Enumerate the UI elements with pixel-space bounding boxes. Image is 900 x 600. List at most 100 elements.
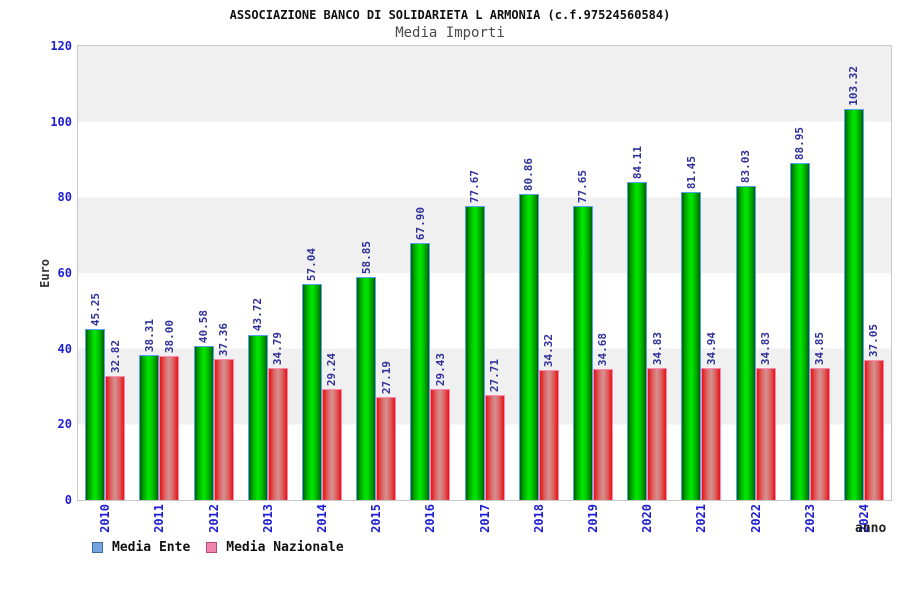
bar-value-label: 103.32 (847, 66, 861, 107)
y-axis-tick-label: 0 (64, 493, 72, 507)
y-axis-tick-label: 20 (57, 417, 72, 432)
bar-value-label: 84.11 (630, 145, 644, 179)
bar-value-label: 32.82 (108, 339, 122, 373)
bar-group-2013: 43.72 34.79 (241, 46, 295, 500)
bar-media-ente (518, 194, 539, 500)
chart-title: ASSOCIAZIONE BANCO DI SOLIDARIETA L ARMO… (229, 8, 671, 22)
bar-group-2020: 84.11 34.83 (620, 46, 674, 500)
legend-label: Media Ente (112, 540, 191, 555)
bar-media-ente (247, 334, 268, 500)
bar-media-ente (193, 346, 214, 500)
x-axis-tick-label: 2016 (423, 504, 438, 533)
bar-value-label: 40.58 (197, 310, 210, 344)
bar-group-2016: 67.90 29.43 (403, 46, 457, 500)
bar-group-2019: 77.65 34.68 (566, 46, 620, 500)
bar-value-label: 77.65 (576, 170, 590, 204)
x-axis-tick-label: 2019 (585, 504, 600, 533)
bar-media-nazionale (321, 389, 342, 500)
legend-item-media-nazionale: Media Nazionale (206, 540, 344, 555)
y-axis-tick-label: 40 (57, 341, 72, 356)
legend: Media Ente Media Nazionale (92, 540, 344, 555)
bar-media-ente (572, 206, 593, 500)
bar-group-2015: 58.85 27.19 (349, 46, 403, 500)
bar-group-2012: 40.58 37.36 (186, 46, 240, 500)
bar-value-label: 43.72 (251, 298, 265, 332)
bar-media-ente (139, 355, 160, 500)
bar-group-2018: 80.86 34.32 (512, 46, 566, 500)
x-axis-tick-label: 2023 (802, 504, 817, 533)
bar-value-label: 34.32 (542, 334, 556, 368)
legend-swatch-icon (206, 542, 218, 553)
y-axis-tick-label: 120 (50, 39, 72, 53)
bar-media-nazionale (484, 395, 505, 500)
bar-media-ente (301, 284, 322, 500)
bar-media-nazionale (376, 397, 397, 500)
x-axis-title: anno (855, 521, 887, 536)
bar-value-label: 37.05 (867, 323, 881, 357)
bar-value-label: 34.94 (704, 331, 718, 365)
bar-media-nazionale (592, 368, 613, 500)
bar-value-label: 83.03 (739, 149, 753, 183)
bar-group-2011: 38.31 38.00 (132, 46, 186, 500)
bar-value-label: 77.67 (468, 170, 482, 204)
y-axis-tick-label: 80 (57, 190, 72, 205)
bar-media-ente (681, 191, 702, 500)
bar-group-2010: 45.25 32.82 (78, 46, 132, 500)
bar-media-ente (356, 277, 377, 500)
bar-media-nazionale (701, 367, 722, 500)
bar-media-nazionale (213, 358, 234, 500)
bar-media-nazionale (430, 388, 451, 500)
bar-group-2023: 88.95 34.85 (783, 46, 837, 500)
legend-label: Media Nazionale (226, 540, 344, 555)
legend-item-media-ente: Media Ente (92, 540, 190, 555)
bar-value-label: 45.25 (88, 292, 102, 326)
bar-media-nazionale (647, 368, 668, 500)
bar-group-2021: 81.45 34.94 (674, 46, 728, 500)
bar-media-nazionale (267, 368, 288, 500)
x-axis-tick-label: 2011 (152, 504, 167, 533)
bar-value-label: 29.43 (433, 352, 447, 386)
bar-value-label: 38.00 (162, 320, 176, 354)
x-axis-tick-label: 2021 (694, 504, 709, 533)
bar-media-nazionale (538, 370, 559, 500)
bar-media-ente (410, 243, 431, 500)
y-axis-tick-label: 60 (57, 266, 72, 280)
y-axis: 0 20 40 60 80 100 120 (0, 39, 72, 507)
bar-group-2014: 57.04 29.24 (295, 46, 349, 500)
x-axis-tick-label: 2020 (640, 504, 655, 533)
bar-media-ente (464, 206, 485, 500)
bar-value-label: 34.83 (759, 332, 773, 366)
bar-media-nazionale (809, 368, 830, 500)
x-axis-tick-label: 2018 (531, 504, 546, 533)
bar-media-nazionale (105, 375, 126, 500)
bar-value-label: 67.90 (413, 207, 427, 241)
bar-group-2024: 103.32 37.05 (837, 46, 891, 500)
x-axis-tick-label: 2015 (369, 504, 384, 533)
bar-value-label: 37.36 (217, 322, 230, 356)
x-axis-tick-label: 2013 (260, 504, 275, 533)
bar-value-label: 38.31 (142, 318, 156, 353)
bar-value-label: 34.68 (596, 332, 610, 366)
bar-media-nazionale (755, 368, 776, 500)
bar-value-label: 34.85 (813, 332, 827, 366)
x-axis-tick-label: 2014 (314, 504, 329, 533)
bar-value-label: 58.85 (359, 241, 373, 275)
bar-media-ente (789, 163, 810, 500)
legend-swatch-icon (92, 542, 103, 553)
bar-value-label: 88.95 (793, 127, 807, 161)
y-axis-tick-label: 100 (50, 114, 72, 129)
bar-media-ente (85, 328, 106, 500)
bar-value-label: 81.45 (684, 155, 698, 189)
bar-media-nazionale (159, 356, 180, 500)
x-axis-tick-label: 2017 (477, 504, 492, 533)
chart-subtitle: Media Importi (395, 25, 505, 41)
bar-group-2017: 77.67 27.71 (457, 46, 511, 500)
bar-group-2022: 83.03 34.83 (728, 46, 782, 500)
x-axis-tick-label: 2012 (206, 504, 221, 533)
bar-value-label: 34.79 (271, 332, 285, 366)
bar-media-nazionale (863, 359, 884, 500)
bar-value-label: 57.04 (305, 248, 319, 282)
bar-value-label: 29.24 (325, 353, 339, 387)
bar-value-label: 34.83 (650, 332, 664, 366)
